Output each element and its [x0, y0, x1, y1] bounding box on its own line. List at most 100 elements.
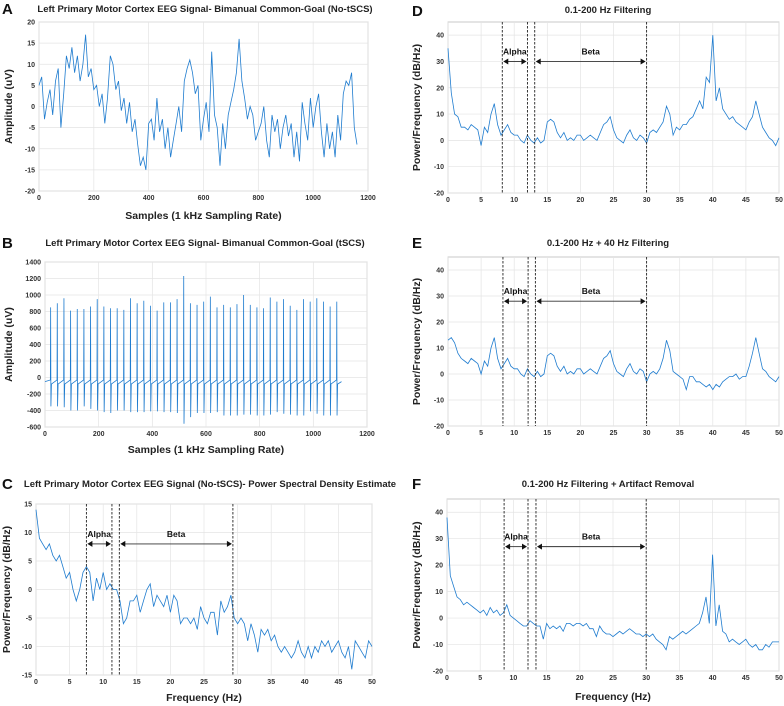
y-tick-label: -10	[434, 398, 444, 405]
x-tick-label: 45	[742, 430, 750, 437]
alpha-band-label: Alpha	[504, 286, 528, 296]
x-tick-label: 5	[68, 679, 72, 686]
arrowhead-right-icon	[522, 298, 528, 305]
panel-d: D 0.1-200 Hz Filtering 0 5 10 15 20 25 30 35 40 45 5…	[411, 3, 783, 204]
x-tick-label: 35	[676, 197, 684, 204]
panel-a: A Left Primary Motor Cortex EEG Signal- B…	[2, 1, 376, 222]
x-tick-label: 0	[43, 431, 47, 438]
y-tick-label: -200	[27, 392, 41, 399]
y-tick-label: 0	[440, 138, 444, 145]
x-tick-label: 400	[143, 195, 155, 202]
x-axis-label: Samples (1 kHz Sampling Rate)	[125, 210, 281, 222]
y-tick-label: -20	[434, 424, 444, 431]
y-tick-label: 1200	[25, 276, 41, 283]
alpha-band-label: Alpha	[503, 46, 527, 56]
arrowhead-right-icon	[522, 543, 528, 550]
arrowhead-right-icon	[640, 298, 646, 305]
arrowhead-right-icon	[521, 58, 527, 65]
x-tick-label: 50	[775, 430, 783, 437]
y-tick-label: 10	[27, 62, 35, 69]
x-tick-label: 10	[510, 430, 518, 437]
x-tick-label: 20	[577, 197, 585, 204]
x-tick-label: 40	[709, 430, 717, 437]
x-tick-label: 20	[167, 679, 175, 686]
panel-label: A	[2, 1, 13, 18]
y-axis-label: Amplitude (uV)	[3, 69, 15, 144]
chart-title: Left Primary Motor Cortex EEG Signal (No…	[24, 479, 396, 490]
x-tick-label: 35	[676, 675, 684, 682]
x-tick-label: 800	[254, 431, 266, 438]
panel-label: B	[2, 235, 13, 252]
x-tick-label: 20	[576, 675, 584, 682]
x-tick-label: 40	[709, 197, 717, 204]
y-tick-label: 600	[29, 326, 41, 333]
x-tick-label: 1200	[359, 431, 375, 438]
y-tick-label: 20	[436, 320, 444, 327]
y-tick-label: 0	[37, 375, 41, 382]
x-tick-label: 0	[34, 679, 38, 686]
signal-line	[38, 34, 358, 170]
y-tick-label: 15	[24, 502, 32, 509]
x-tick-label: 0	[445, 675, 449, 682]
beta-band-label: Beta	[581, 46, 600, 56]
x-tick-label: 0	[37, 195, 41, 202]
panel-e: E 0.1-200 Hz + 40 Hz Filtering 0 5 10 15 20 25 3…	[411, 235, 783, 437]
arrowhead-left-icon	[503, 58, 509, 65]
x-tick-label: 30	[642, 675, 650, 682]
y-axis-label: Power/Frequency (dB/Hz)	[411, 521, 423, 648]
panel-f: F 0.1-200 Hz Filtering + Artifact Removal…	[411, 476, 783, 703]
y-tick-label: 0	[440, 372, 444, 379]
x-tick-label: 200	[93, 431, 105, 438]
y-tick-label: -600	[27, 425, 41, 432]
y-tick-label: 10	[436, 112, 444, 119]
x-tick-label: 10	[99, 679, 107, 686]
chart-title: 0.1-200 Hz Filtering + Artifact Removal	[522, 479, 695, 490]
y-tick-label: 10	[435, 589, 443, 596]
x-axis-label: Samples (1 kHz Sampling Rate)	[128, 444, 284, 456]
x-tick-label: 0	[446, 430, 450, 437]
y-axis-label: Power/Frequency (dB/Hz)	[411, 278, 423, 405]
x-tick-label: 15	[133, 679, 141, 686]
arrowhead-left-icon	[120, 540, 126, 547]
y-tick-label: 5	[31, 83, 35, 90]
panel-label: E	[412, 235, 422, 252]
x-tick-label: 1200	[360, 195, 376, 202]
arrowhead-right-icon	[105, 540, 111, 547]
y-tick-label: 40	[436, 33, 444, 40]
x-tick-label: 30	[643, 197, 651, 204]
y-tick-label: 20	[27, 20, 35, 27]
x-tick-label: 45	[335, 679, 343, 686]
y-tick-label: 40	[435, 510, 443, 517]
y-tick-label: -20	[434, 191, 444, 198]
y-tick-label: -10	[22, 644, 32, 651]
x-tick-label: 50	[775, 675, 783, 682]
x-tick-label: 1000	[306, 431, 322, 438]
y-tick-label: 800	[29, 309, 41, 316]
x-axis-label: Frequency (Hz)	[166, 692, 242, 704]
x-tick-label: 200	[88, 195, 100, 202]
y-axis-label: Power/Frequency (dB/Hz)	[1, 526, 13, 653]
y-tick-label: 30	[435, 536, 443, 543]
alpha-band-label: Alpha	[504, 532, 528, 542]
x-tick-label: 10	[510, 675, 518, 682]
x-tick-label: 10	[510, 197, 518, 204]
y-tick-label: 0	[28, 587, 32, 594]
y-tick-label: -10	[433, 642, 443, 649]
y-tick-label: 200	[29, 359, 41, 366]
y-tick-label: -10	[434, 164, 444, 171]
y-tick-label: -20	[25, 189, 35, 196]
x-tick-label: 15	[543, 430, 551, 437]
x-tick-label: 600	[198, 195, 210, 202]
y-tick-label: 20	[436, 85, 444, 92]
panel-c: C Left Primary Motor Cortex EEG Signal (N…	[1, 476, 396, 704]
y-tick-label: 5	[28, 559, 32, 566]
x-tick-label: 0	[446, 197, 450, 204]
x-tick-label: 800	[252, 195, 264, 202]
arrowhead-left-icon	[535, 58, 541, 65]
beta-band-label: Beta	[167, 529, 186, 539]
signal-line	[447, 35, 780, 147]
x-tick-label: 400	[146, 431, 158, 438]
y-tick-label: 30	[436, 294, 444, 301]
